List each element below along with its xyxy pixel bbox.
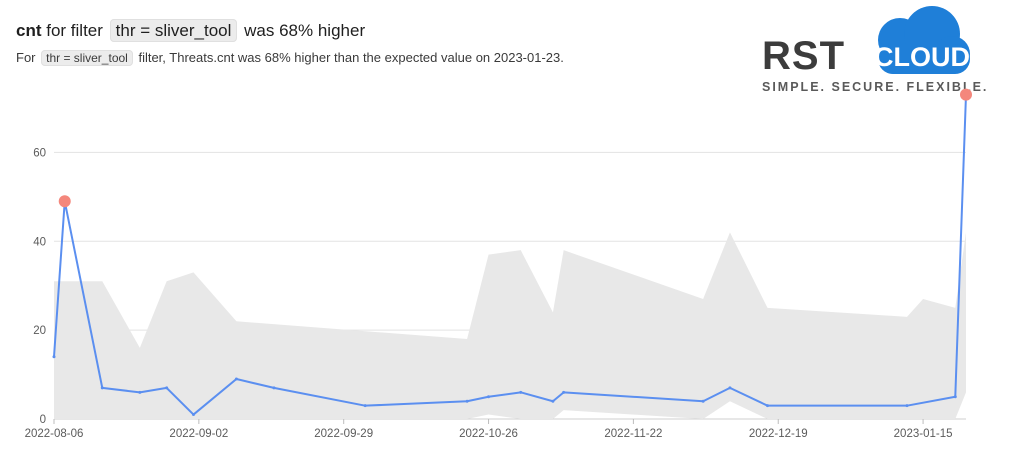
data-point xyxy=(100,386,104,390)
expected-range-band xyxy=(54,232,966,419)
data-point xyxy=(905,404,909,408)
subtitle-pre: For xyxy=(16,50,36,65)
data-point xyxy=(52,355,56,359)
anomaly-markers xyxy=(58,88,972,208)
y-tick-label: 20 xyxy=(33,325,46,337)
x-tick-label: 2022-09-29 xyxy=(314,428,373,440)
x-tick-label: 2022-11-22 xyxy=(604,428,662,440)
x-tick-label: 2022-08-06 xyxy=(25,428,84,440)
data-point xyxy=(138,390,142,394)
x-axis: 2022-08-06 2022-09-02 2022-09-29 2022-10-26… xyxy=(25,419,953,440)
y-tick-label: 40 xyxy=(33,236,46,248)
title-pre: for filter xyxy=(46,21,103,40)
anomaly-marker xyxy=(960,88,972,101)
series-line-cnt xyxy=(53,94,967,416)
data-point xyxy=(728,386,732,390)
data-point xyxy=(191,413,195,417)
data-point xyxy=(701,399,705,403)
data-point xyxy=(562,390,566,394)
y-tick-label: 0 xyxy=(40,414,46,426)
rst-cloud-logo: CLOUD RST SIMPLE. SECURE. FLEXIBLE. xyxy=(760,4,986,96)
data-point xyxy=(551,399,555,403)
metric-name: cnt xyxy=(16,21,42,40)
filter-chip: thr = sliver_tool xyxy=(109,19,238,42)
data-point xyxy=(953,395,957,399)
data-point xyxy=(234,377,238,381)
data-point xyxy=(363,404,367,408)
logo-rst-text: RST xyxy=(762,34,845,78)
title-post: was 68% higher xyxy=(244,21,366,40)
expected-range-area xyxy=(54,232,966,419)
data-point xyxy=(766,404,770,408)
x-tick-label: 2022-12-19 xyxy=(749,428,808,440)
chart-subtitle: For thr = sliver_tool filter, Threats.cn… xyxy=(16,50,564,66)
data-point xyxy=(165,386,169,390)
anomaly-marker xyxy=(58,195,71,208)
y-tick-label: 60 xyxy=(33,147,46,159)
logo-cloud-text: CLOUD xyxy=(874,42,970,72)
chart-title: cnt for filter thr = sliver_tool was 68%… xyxy=(16,18,564,44)
chart-header: cnt for filter thr = sliver_tool was 68%… xyxy=(16,18,564,66)
subtitle-post: filter, Threats.cnt was 68% higher than … xyxy=(138,50,564,65)
data-point xyxy=(465,399,469,403)
logo-tagline: SIMPLE. SECURE. FLEXIBLE. xyxy=(762,80,989,94)
x-tick-label: 2022-10-26 xyxy=(459,428,518,440)
cloud-icon: CLOUD xyxy=(874,6,970,74)
x-tick-label: 2023-01-15 xyxy=(894,428,953,440)
y-axis: 0 20 40 60 xyxy=(33,147,46,426)
data-point xyxy=(272,386,276,390)
x-tick-label: 2022-09-02 xyxy=(169,428,228,440)
data-point xyxy=(487,395,491,399)
subtitle-filter-chip: thr = sliver_tool xyxy=(41,50,133,66)
data-point xyxy=(519,390,523,394)
